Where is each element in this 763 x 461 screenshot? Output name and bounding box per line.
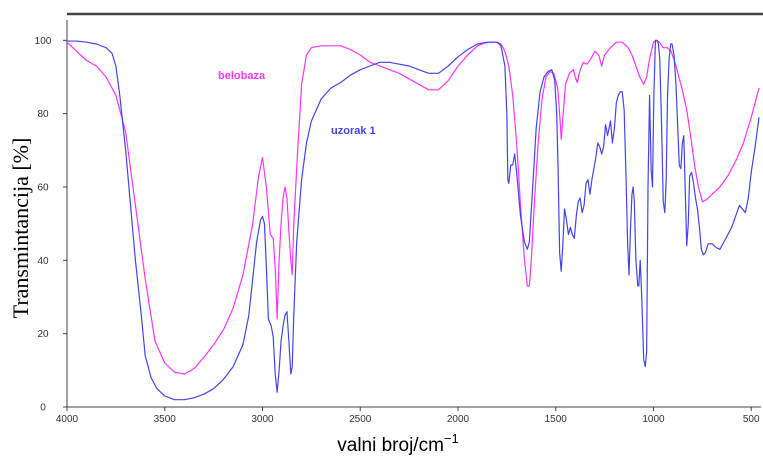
y-tick-label: 100	[35, 36, 52, 47]
y-tick-label: 40	[37, 256, 49, 267]
x-tick-label: 3500	[154, 414, 177, 425]
x-axis-title-superscript: −1	[444, 431, 459, 446]
y-tick-label: 60	[37, 183, 49, 194]
y-tick-label: 0	[40, 403, 46, 414]
series-label-uzorak-1: uzorak 1	[331, 125, 376, 137]
x-tick-label: 1500	[545, 414, 568, 425]
x-tick-label: 500	[743, 414, 760, 425]
x-tick-label: 1000	[642, 414, 665, 425]
series-line-uzorak-1	[67, 39, 760, 401]
series-label-belobaza: belobaza	[218, 70, 266, 82]
plot-area: 0 20 40 60 80 100 4000 3500 3000 2500 2000 1500 1000…	[35, 20, 761, 425]
x-tick-label: 2500	[349, 414, 372, 425]
y-axis-title: Transmintancija [%]	[8, 138, 33, 319]
x-axis-title: valni broj/cm−1	[337, 431, 458, 456]
series-line-belobaza	[67, 39, 760, 375]
x-tick-label: 4000	[56, 414, 79, 425]
x-tick-label: 3000	[251, 414, 274, 425]
x-tick-label: 2000	[447, 414, 470, 425]
y-tick-label: 20	[37, 329, 49, 340]
y-tick-label: 80	[37, 109, 49, 120]
x-axis-title-text: valni broj/cm	[337, 435, 444, 456]
